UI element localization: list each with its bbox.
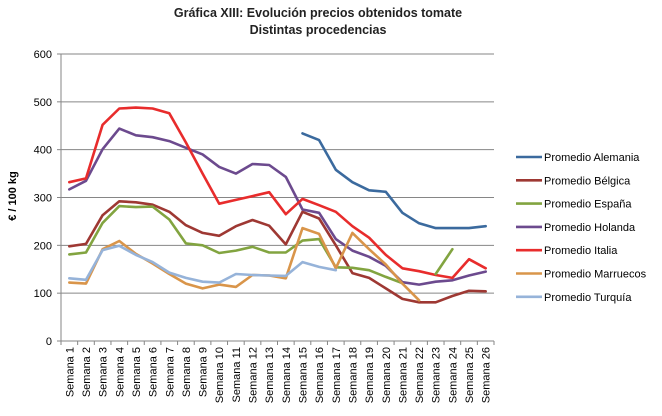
x-tick-label: Semana 10 [214, 347, 226, 403]
legend-label: Promedio Bélgica [544, 175, 631, 187]
x-tick-label: Semana 8 [181, 347, 193, 397]
x-tick-label: Semana 15 [297, 347, 309, 403]
chart-title-line-2: Distintas procedencias [250, 23, 387, 37]
series-lines [68, 106, 487, 304]
x-tick-label: Semana 11 [231, 347, 243, 402]
x-tick-label: Semana 5 [131, 347, 143, 397]
y-tick-label: 200 [34, 240, 52, 252]
axes [60, 54, 494, 342]
legend-label: Promedio Marruecos [544, 269, 647, 281]
x-tick-label: Semana 18 [347, 347, 359, 403]
x-tick-label: Semana 12 [248, 347, 260, 403]
x-tick-label: Semana 16 [314, 347, 326, 403]
series-line-promedio-espana [68, 204, 404, 285]
x-tick-label: Semana 3 [98, 347, 110, 397]
legend-label: Promedio España [544, 199, 632, 211]
x-tick-label: Semana 4 [114, 347, 126, 397]
x-tick-label: Semana 6 [148, 347, 160, 397]
x-tick-label: Semana 25 [464, 347, 476, 403]
y-tick-label: 400 [34, 145, 52, 157]
gridlines [61, 53, 494, 294]
y-axis-ticks: 0 100 200 300 400 500 600 [34, 49, 61, 348]
y-tick-label: 500 [34, 97, 52, 109]
x-tick-label: Semana 13 [264, 347, 276, 403]
series-line-promedio-alemania [301, 132, 487, 230]
x-tick-label: Semana 21 [397, 347, 409, 403]
legend-label: Promedio Italia [544, 245, 618, 257]
x-tick-label: Semana 20 [381, 347, 393, 403]
legend-label: Promedio Turquía [544, 292, 632, 304]
series-segment-promedio-espana [434, 247, 454, 276]
x-tick-label: Semana 7 [164, 347, 176, 397]
y-axis-label: € / 100 kg [7, 171, 19, 221]
legend: Promedio Alemania Promedio Bélgica Promedi… [516, 152, 647, 304]
y-tick-label: 100 [34, 288, 52, 300]
legend-label: Promedio Holanda [544, 222, 636, 234]
x-axis-ticks: Semana 1 Semana 2 Semana 3 Semana 4 Semana 5… [60, 341, 495, 403]
x-tick-label: Semana 22 [414, 347, 426, 403]
series-line-promedio-marruecos [68, 226, 421, 302]
chart-title-line-1: Gráfica XIII: Evolución precios obtenido… [174, 6, 462, 20]
series-line-promedio-turquia [68, 244, 338, 284]
y-tick-label: 300 [34, 193, 52, 205]
y-tick-label: 0 [46, 336, 52, 348]
series-line-promedio-holanda [68, 127, 487, 286]
x-tick-label: Semana 14 [281, 347, 293, 403]
y-tick-label: 600 [34, 49, 52, 61]
legend-label: Promedio Alemania [544, 152, 640, 164]
x-tick-label: Semana 17 [331, 347, 343, 403]
x-tick-label: Semana 9 [198, 347, 210, 397]
x-tick-label: Semana 2 [81, 347, 93, 397]
series-line-promedio-belgica [68, 200, 487, 304]
x-tick-label: Semana 24 [447, 347, 459, 403]
x-tick-label: Semana 23 [431, 347, 443, 403]
x-tick-label: Semana 19 [364, 347, 376, 403]
x-tick-label: Semana 1 [64, 347, 76, 397]
x-tick-label: Semana 26 [481, 347, 493, 403]
series-line-promedio-italia [68, 106, 487, 280]
